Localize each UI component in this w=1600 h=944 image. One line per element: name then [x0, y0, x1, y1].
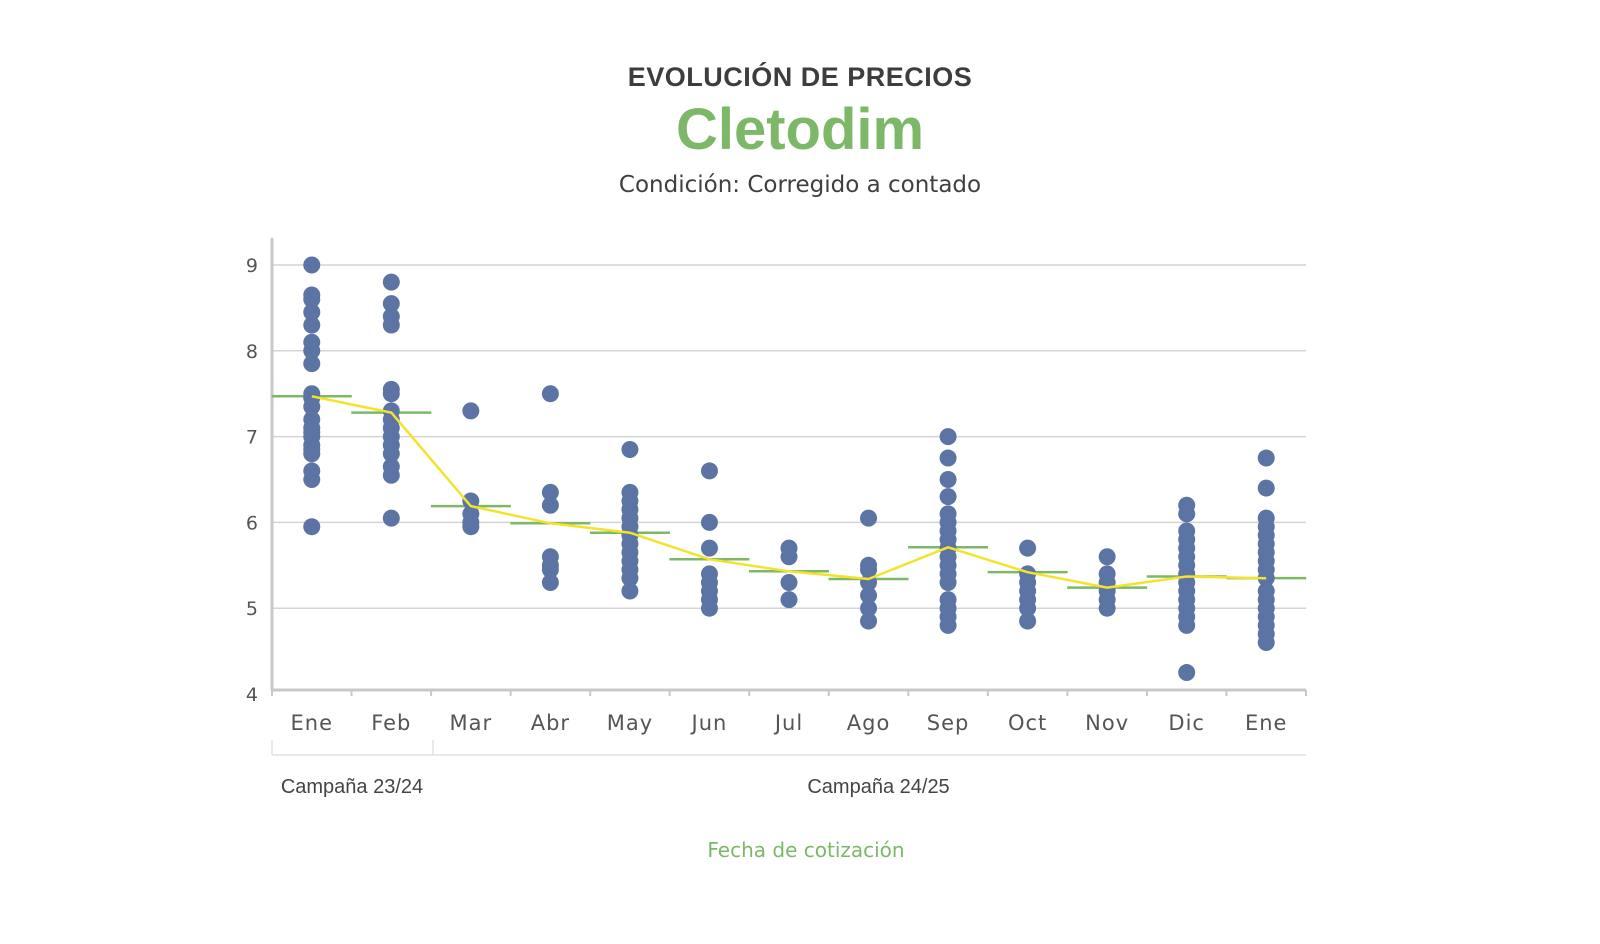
- price-point: [1019, 612, 1037, 630]
- price-point: [1098, 548, 1116, 566]
- x-category-label: Ene: [1245, 711, 1288, 735]
- price-point: [382, 466, 400, 484]
- price-point: [541, 483, 559, 501]
- chart-subtitle: Condición: Corregido a contado: [618, 172, 982, 198]
- x-category-label: May: [607, 711, 653, 735]
- price-point: [303, 518, 321, 536]
- average-line-layer: [311, 395, 1267, 589]
- price-point: [1019, 599, 1037, 617]
- price-point: [700, 513, 718, 531]
- price-point: [1257, 449, 1275, 467]
- price-point: [860, 561, 878, 579]
- price-point: [303, 316, 321, 334]
- price-point: [303, 355, 321, 373]
- price-point: [860, 509, 878, 527]
- price-point: [303, 256, 321, 274]
- x-category-label: Jul: [773, 711, 803, 735]
- price-point: [462, 492, 480, 510]
- price-point: [780, 591, 798, 609]
- price-point: [541, 496, 559, 514]
- price-point: [1178, 664, 1196, 682]
- x-category-label: Feb: [371, 711, 411, 735]
- x-category-label: Ago: [847, 711, 891, 735]
- x-category-label: Nov: [1085, 711, 1129, 735]
- data-points: [303, 256, 1275, 682]
- price-point: [541, 385, 559, 403]
- y-tick-label: 6: [246, 512, 258, 534]
- price-point: [303, 290, 321, 308]
- average-line: [311, 395, 1267, 589]
- price-point: [939, 471, 957, 488]
- price-point: [303, 445, 321, 463]
- price-point: [541, 573, 559, 591]
- x-category-label: Oct: [1008, 711, 1047, 735]
- price-point: [382, 445, 400, 463]
- price-point: [462, 402, 480, 420]
- price-point: [621, 569, 639, 587]
- price-point: [303, 471, 321, 488]
- price-point: [939, 616, 957, 634]
- campaign-label: Campaña 23/24: [281, 776, 423, 798]
- campaign-label: Campaña 24/25: [807, 776, 949, 798]
- price-point: [700, 539, 718, 557]
- price-point: [1178, 616, 1196, 634]
- chart-supertitle: EVOLUCIÓN DE PRECIOS: [627, 62, 973, 92]
- price-point: [780, 573, 798, 591]
- price-point: [303, 303, 321, 321]
- price-point: [382, 385, 400, 403]
- price-point: [860, 586, 878, 604]
- price-point: [1257, 479, 1275, 497]
- chart-title: Cletodim: [675, 97, 925, 162]
- price-point: [1178, 505, 1196, 523]
- price-point: [303, 342, 321, 360]
- price-point: [1257, 634, 1275, 652]
- x-category-label: Abr: [531, 711, 570, 735]
- price-point: [382, 273, 400, 291]
- grid-lines: [272, 264, 1306, 609]
- x-category-label: Dic: [1168, 711, 1205, 735]
- axis-labels: 4 5 6 7 8 9 Ene Feb Mar Abr May Jun Jul Ago Sep Oct Nov D…: [246, 255, 1288, 862]
- x-category-label: Ene: [291, 711, 334, 735]
- price-point: [382, 316, 400, 334]
- price-point: [780, 548, 798, 566]
- price-point: [1257, 569, 1275, 587]
- price-point: [700, 462, 718, 480]
- price-point: [621, 582, 639, 600]
- price-point: [700, 599, 718, 617]
- price-point: [621, 440, 639, 458]
- price-point: [303, 398, 321, 416]
- price-point: [462, 518, 480, 536]
- price-point: [382, 295, 400, 313]
- axes: [270, 238, 1307, 756]
- y-tick-label: 7: [246, 427, 258, 449]
- price-point: [541, 561, 559, 579]
- price-point: [939, 449, 957, 467]
- x-category-label: Jun: [690, 711, 728, 735]
- price-point: [1019, 539, 1037, 557]
- price-point: [939, 573, 957, 591]
- x-category-label: Sep: [927, 711, 970, 735]
- price-point: [860, 599, 878, 617]
- y-tick-label: 4: [246, 684, 258, 706]
- y-tick-label: 9: [246, 255, 258, 277]
- price-point: [382, 509, 400, 527]
- price-point: [939, 428, 957, 446]
- y-tick-label: 8: [246, 341, 258, 363]
- x-axis-title: Fecha de cotización: [707, 838, 904, 862]
- price-point: [939, 488, 957, 506]
- y-tick-label: 5: [246, 598, 258, 620]
- price-point: [1098, 599, 1116, 617]
- price-point: [860, 612, 878, 630]
- x-category-label: Mar: [450, 711, 493, 735]
